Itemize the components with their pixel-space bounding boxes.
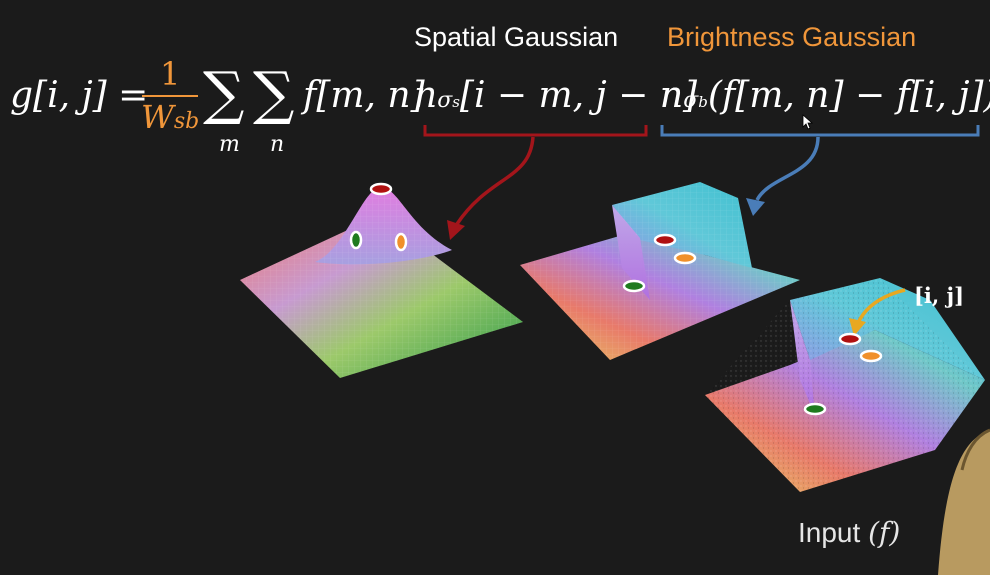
presenter-silhouette (938, 430, 990, 575)
brightness-kernel-argument: (f[m, n] − f[i, j]) (707, 75, 990, 116)
sum-symbol-m: ∑ (203, 59, 245, 127)
spatial-kernel-argument: [i − m, j − n] (459, 75, 697, 116)
sum-index-m: m (219, 132, 240, 157)
brightness-kernel-term: nσb(f[m, n] − f[i, j]) (660, 78, 990, 114)
fraction-denominator: Wsb (141, 98, 200, 136)
sum-index-n: n (270, 132, 285, 157)
brightness-arrowhead (746, 198, 765, 216)
input-label: Input (f) (798, 516, 901, 549)
brightness-arrow (755, 136, 820, 201)
equation-lhs: g[i, j] = (10, 75, 149, 116)
spatial-arrowhead (447, 220, 465, 240)
sum-symbol-n: ∑ (253, 59, 295, 127)
marker-green-spatial (349, 230, 363, 250)
marker-orange-brightness (673, 251, 697, 265)
marker-orange-input (859, 349, 883, 363)
marker-orange-spatial (394, 232, 408, 252)
marker-red-brightness (653, 233, 677, 247)
marker-red-peak (369, 182, 393, 196)
marker-green-input (803, 402, 827, 416)
fraction-denominator-subscript: sb (173, 109, 200, 134)
fraction-bar (142, 95, 198, 97)
marker-green-brightness (622, 279, 646, 293)
equation-f-mn: f[m, n] (303, 75, 425, 116)
fraction-numerator: 1 (160, 55, 181, 93)
ij-label: [i, j] (914, 283, 965, 308)
spatial-brace (423, 125, 648, 137)
spatial-kernel-term: nσs[i − m, j − n] (414, 75, 697, 116)
input-surface (705, 278, 985, 492)
ij-arrow (856, 288, 906, 324)
spatial-arrow (455, 136, 535, 225)
brightness-brace (660, 125, 980, 137)
input-symbol: (f) (868, 516, 901, 549)
ij-arrowhead (849, 318, 866, 336)
spatial-gaussian-label: Spatial Gaussian (414, 22, 619, 52)
mouse-cursor-icon (802, 114, 814, 130)
spatial-gaussian-surface (240, 186, 523, 378)
brightness-gaussian-surface (520, 182, 800, 360)
marker-red-input (838, 332, 862, 346)
brightness-gaussian-label: Brightness Gaussian (667, 22, 917, 52)
